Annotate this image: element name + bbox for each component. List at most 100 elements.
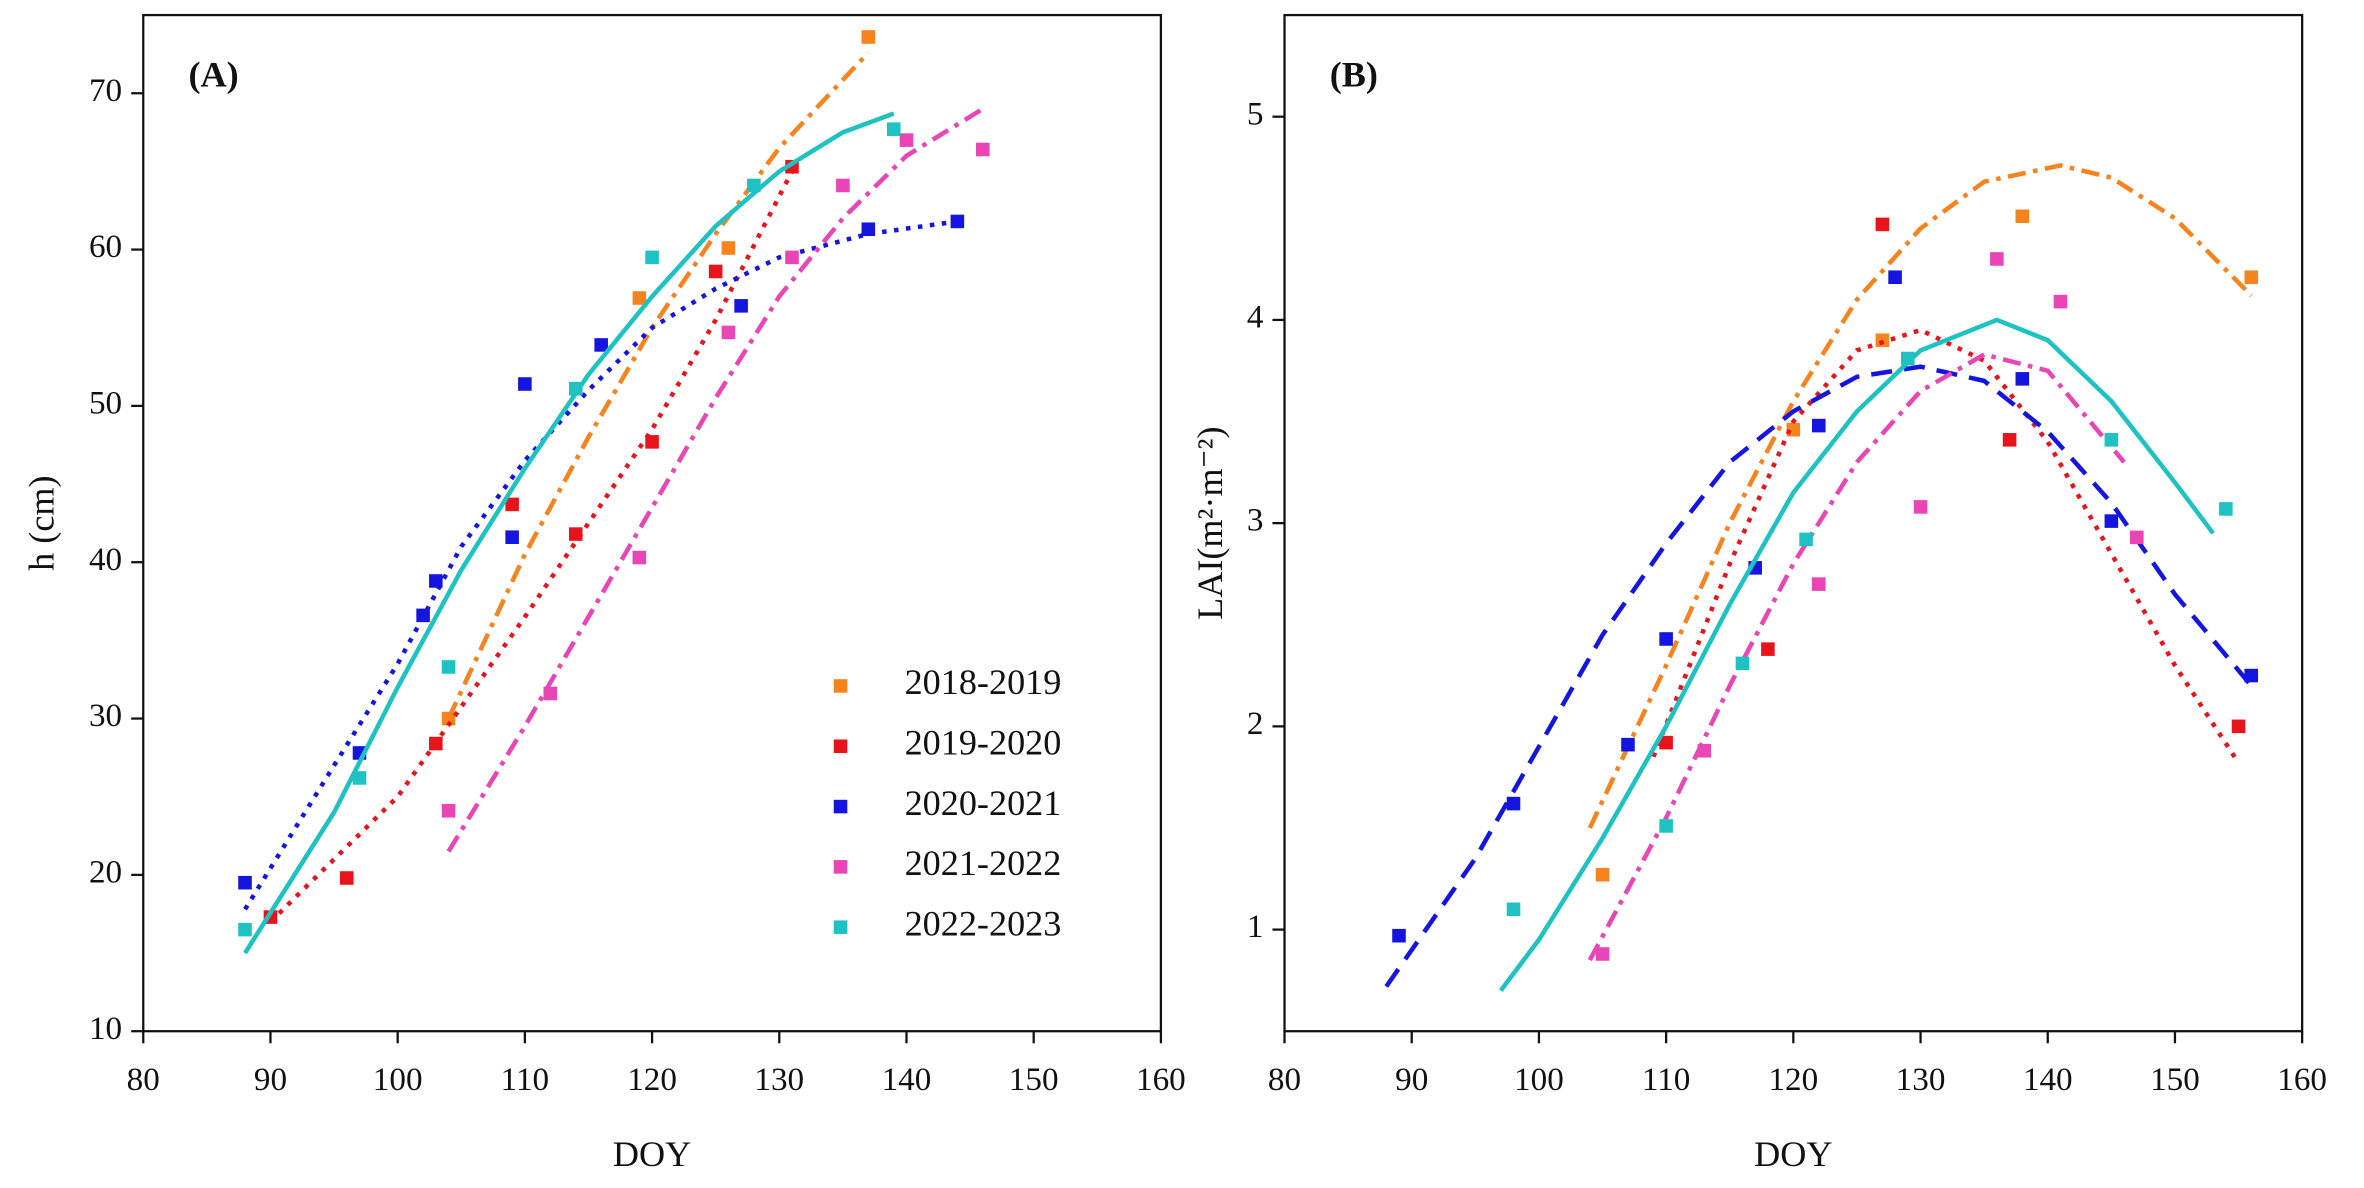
data-point	[1506, 796, 1521, 811]
data-point	[238, 922, 252, 937]
data-point	[505, 497, 519, 512]
x-tick-label: 90	[254, 1061, 287, 1098]
y-tick-label: 60	[89, 228, 122, 265]
data-point	[1799, 532, 1813, 547]
x-tick-label: 110	[1642, 1061, 1691, 1098]
data-point	[1811, 418, 1826, 433]
x-tick-label: 90	[1395, 1061, 1428, 1098]
panel-label: (B)	[1330, 55, 1378, 95]
x-tick-label: 80	[1268, 1061, 1301, 1098]
x-tick-label: 130	[1896, 1061, 1946, 1098]
data-point	[645, 435, 659, 449]
x-axis-label: DOY	[1754, 1134, 1832, 1174]
data-point	[2104, 433, 2119, 447]
data-point	[1659, 735, 1673, 750]
data-point	[1990, 252, 2004, 266]
data-point	[2053, 294, 2068, 309]
data-point	[2244, 668, 2259, 683]
data-point	[1875, 217, 1890, 232]
data-point	[645, 250, 659, 265]
y-tick-label: 4	[1247, 299, 1264, 336]
x-tick-label: 140	[882, 1061, 932, 1098]
x-axis-label: DOY	[613, 1134, 691, 1174]
legend-swatch	[833, 860, 848, 874]
data-point	[429, 736, 443, 751]
data-point	[543, 686, 558, 701]
x-tick-label: 160	[2277, 1061, 2327, 1098]
x-tick-label: 100	[1514, 1061, 1564, 1098]
y-axis-label: h (cm)	[22, 475, 62, 570]
data-point	[1506, 902, 1521, 917]
data-point	[1913, 500, 1928, 514]
fit-curve	[446, 106, 984, 853]
data-point	[734, 299, 748, 313]
y-tick-label: 50	[89, 385, 122, 422]
data-point	[2244, 270, 2259, 285]
data-point	[1888, 270, 1902, 285]
data-point	[2015, 372, 2030, 386]
y-tick-label: 1	[1247, 908, 1264, 945]
data-point	[976, 142, 990, 157]
data-point	[441, 660, 456, 674]
legend-label: 2020-2021	[905, 783, 1062, 823]
plot-frame	[1283, 13, 2304, 1033]
x-tick-label: 130	[754, 1061, 804, 1098]
legend-label: 2021-2022	[905, 843, 1062, 883]
data-point	[1901, 351, 1915, 366]
data-point	[747, 178, 761, 193]
y-tick-label: 5	[1247, 95, 1264, 132]
fit-curve	[1384, 364, 2254, 988]
legend-swatch	[833, 799, 848, 814]
y-tick-label: 2	[1247, 705, 1264, 742]
legend-label: 2019-2020	[905, 723, 1062, 763]
data-point	[238, 875, 252, 890]
data-point	[1761, 642, 1775, 656]
x-tick-label: 120	[1768, 1061, 1818, 1098]
y-tick-label: 30	[89, 697, 122, 734]
fit-curve	[1587, 163, 2253, 829]
x-tick-label: 100	[373, 1061, 423, 1098]
data-point	[1595, 947, 1610, 961]
y-tick-label: 40	[89, 541, 122, 578]
x-tick-label: 80	[127, 1061, 160, 1098]
y-tick-label: 3	[1247, 502, 1264, 539]
fit-curve	[1651, 327, 2241, 765]
legend-label: 2018-2019	[905, 662, 1062, 702]
data-point	[632, 291, 647, 305]
data-point	[441, 804, 456, 818]
fit-curve	[446, 51, 870, 720]
data-point	[2130, 530, 2144, 545]
y-tick-label: 70	[89, 72, 122, 109]
data-point	[1595, 867, 1610, 882]
data-point	[339, 871, 354, 885]
data-point	[2015, 209, 2030, 224]
data-point	[594, 338, 608, 352]
data-point	[568, 381, 583, 396]
data-point	[441, 711, 456, 726]
data-point	[2219, 502, 2233, 516]
fit-curve	[243, 111, 895, 955]
data-point	[861, 30, 876, 44]
data-point	[1811, 577, 1826, 591]
data-point	[632, 550, 647, 565]
x-tick-label: 150	[2150, 1061, 2200, 1098]
data-point	[861, 222, 876, 237]
fit-curve	[243, 219, 958, 911]
data-point	[1392, 928, 1406, 943]
data-point	[721, 241, 736, 255]
data-point	[429, 574, 443, 588]
legend-swatch	[833, 679, 848, 693]
data-point	[708, 264, 723, 279]
fit-curve	[1587, 352, 2126, 962]
x-tick-label: 140	[2023, 1061, 2073, 1098]
legend-label: 2022-2023	[905, 903, 1062, 943]
data-point	[1621, 737, 1635, 752]
x-tick-label: 120	[627, 1061, 677, 1098]
data-point	[2104, 514, 2119, 528]
data-point	[950, 214, 965, 229]
data-point	[1659, 819, 1673, 833]
y-axis-label: LAI(m²·m⁻²)	[1190, 426, 1230, 619]
data-point	[785, 250, 799, 265]
data-point	[568, 527, 583, 541]
